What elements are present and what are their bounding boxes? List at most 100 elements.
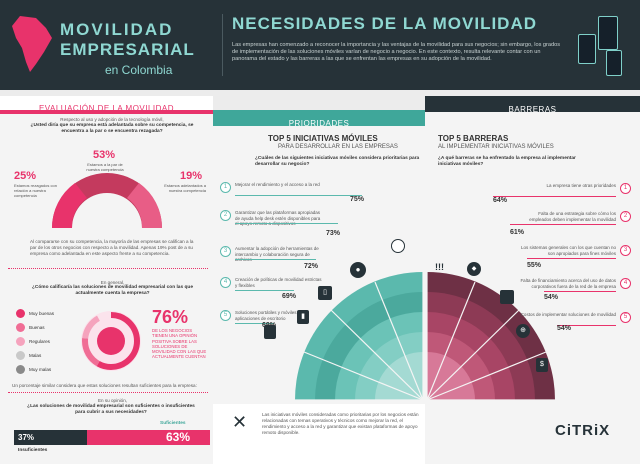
barrier-number: 2 bbox=[620, 211, 631, 222]
strategy-icon: ◆ bbox=[467, 262, 481, 276]
barrier-number: 5 bbox=[620, 312, 631, 323]
rating-donut-chart bbox=[81, 311, 141, 371]
barrier-text: Falta de financiamiento acerca del uso d… bbox=[520, 278, 616, 289]
barrier-number: 4 bbox=[620, 278, 631, 289]
eval-intro: Respecto al uso y adopción de la tecnolo… bbox=[60, 117, 164, 122]
prioridades-title: TOP 5 INICIATIVAS MÓVILES bbox=[268, 134, 378, 143]
rating-legend-label: Malas bbox=[29, 352, 42, 358]
priority-value: 72% bbox=[304, 263, 319, 270]
barreras-bar bbox=[425, 96, 640, 112]
south-america-map-icon bbox=[12, 16, 52, 72]
priority-value: 69% bbox=[282, 293, 297, 300]
barrier-text: Falta de una estrategia sobre cómo los e… bbox=[529, 211, 616, 222]
wifi-icon bbox=[391, 239, 405, 253]
barreras-question: ¿A qué barreras se ha enfrentado la empr… bbox=[438, 156, 576, 167]
prioridades-subtitle: PARA DESARROLLAR EN LAS EMPRESAS bbox=[278, 144, 398, 150]
warning-icon: !!! bbox=[435, 262, 444, 272]
rating-legend-swatch bbox=[16, 350, 25, 360]
competition-gauge bbox=[51, 173, 163, 228]
phone-icon bbox=[578, 34, 596, 64]
stat76-text: DE LOS NEGOCIOS TIENEN UNA OPINIÓN POSIT… bbox=[152, 328, 207, 360]
rating-legend-label: Muy buenas bbox=[29, 310, 55, 316]
eval-question: ¿Usted diría que su empresa está adelant… bbox=[30, 123, 194, 134]
page-title: NECESIDADES DE LA MOVILIDAD bbox=[232, 14, 538, 33]
tools-icon: ✕ bbox=[232, 412, 248, 432]
rating-legend-label: Buenas bbox=[29, 324, 45, 330]
evaluacion-bar-bg bbox=[0, 96, 213, 110]
priority-text: Aumentar la adopción de herramientas de … bbox=[235, 246, 319, 262]
insuf-label: Insuficientes bbox=[18, 448, 48, 453]
priority-leader-line bbox=[235, 259, 316, 260]
stat-left-value: 25% bbox=[14, 170, 37, 182]
barrier-leader-line bbox=[527, 258, 616, 259]
stat-right-value: 19% bbox=[180, 170, 203, 182]
prioridades-bar bbox=[213, 110, 425, 126]
barreras-subtitle: AL IMPLEMENTAR INICIATIVAS MÓVILES bbox=[438, 144, 554, 150]
rating-legend-label: Muy malas bbox=[29, 366, 52, 372]
suf-value: 63% bbox=[166, 430, 191, 444]
cost-icon: $ bbox=[536, 358, 548, 372]
stat-mid-label: Estamos a la par de nuestra competencia bbox=[86, 162, 124, 172]
eval-footer-note: Un porcentaje similar considera que esta… bbox=[12, 383, 197, 388]
stat-left-label: Estamos rezagados con relación a nuestra… bbox=[14, 183, 57, 198]
prioridades-question: ¿Cuáles de las siguientes iniciativas mó… bbox=[255, 156, 420, 167]
q3-question: ¿Las soluciones de movilidad empresarial… bbox=[27, 404, 195, 415]
brand-line-1: MOVILIDAD bbox=[60, 20, 174, 39]
stat-right-label: Estamos adelantados a nuestra competenci… bbox=[164, 183, 206, 193]
lock-phone-icon: ▮ bbox=[297, 310, 309, 324]
prioridades-label: PRIORIDADES bbox=[288, 119, 350, 128]
evaluacion-label: EVALUACIÓN DE LA MOVILIDAD bbox=[38, 104, 175, 113]
priority-text: Mejorar el rendimiento y el acceso a la … bbox=[235, 182, 320, 187]
network-icon: ⊕ bbox=[516, 324, 530, 338]
priority-leader-line bbox=[235, 323, 274, 324]
rating-legend-swatch bbox=[16, 364, 25, 374]
phone-icon bbox=[606, 50, 622, 76]
stat76-value: 76% bbox=[152, 307, 189, 327]
priority-leader-line bbox=[235, 290, 294, 291]
mobile-devices-icon: ▯ bbox=[318, 286, 332, 300]
evaluacion-underline bbox=[0, 110, 213, 114]
rating-legend-swatch bbox=[16, 322, 25, 332]
stat-mid-value: 53% bbox=[93, 149, 116, 161]
priority-leader-line bbox=[235, 223, 338, 224]
header-banner: MOVILIDAD EMPRESARIAL en Colombia NECESI… bbox=[0, 0, 640, 90]
insuf-value: 37% bbox=[18, 433, 35, 442]
barreras-label: BARRERAS bbox=[508, 105, 557, 114]
suf-label: Suficientes bbox=[160, 421, 186, 426]
priority-number: 2 bbox=[220, 210, 231, 221]
priority-number: 5 bbox=[220, 310, 231, 321]
rating-legend-swatch bbox=[16, 336, 25, 346]
q3-intro: En su opinión, bbox=[97, 398, 128, 403]
barreras-heading: BARRERAS bbox=[425, 99, 640, 117]
rating-legend-item: Muy buenas bbox=[16, 306, 76, 320]
phone-icon bbox=[598, 16, 618, 50]
dotted-divider bbox=[8, 392, 208, 393]
priority-leader-line bbox=[235, 195, 362, 196]
barrier-leader-line bbox=[510, 224, 616, 225]
prioridades-fan-chart bbox=[294, 272, 424, 401]
evaluacion-panel bbox=[0, 114, 213, 464]
eval-compare-text: Al compararse con su competencia, la may… bbox=[30, 239, 194, 256]
rating-legend-item: Malas bbox=[16, 348, 76, 362]
barrier-value: 54% bbox=[544, 294, 559, 301]
insuf-bar bbox=[14, 430, 87, 445]
priority-text: Soluciones portátiles y móviles para apl… bbox=[235, 310, 307, 321]
rating-legend-item: Muy malas bbox=[16, 362, 76, 376]
system-icon bbox=[500, 290, 514, 304]
barreras-fan-chart bbox=[426, 272, 555, 401]
barrier-number: 1 bbox=[620, 183, 631, 194]
q2-intro: En general, bbox=[100, 280, 125, 285]
header-divider bbox=[222, 14, 223, 76]
header-intro-text: Las empresas han comenzado a reconocer l… bbox=[232, 42, 561, 62]
q2-question: ¿Cómo calificaría las soluciones de movi… bbox=[31, 285, 194, 296]
rating-legend-swatch bbox=[16, 308, 25, 318]
barrier-text: Costos de implementar soluciones de movi… bbox=[520, 312, 616, 317]
evaluacion-heading: EVALUACIÓN DE LA MOVILIDAD bbox=[0, 98, 213, 116]
prioridades-heading: PRIORIDADES bbox=[213, 113, 425, 131]
dotted-divider bbox=[8, 268, 208, 269]
brand-line-2: EMPRESARIAL bbox=[60, 40, 195, 59]
barrier-text: Los sistemas generales con los que cuent… bbox=[520, 245, 616, 256]
prioridades-footer: Las iniciativas móviles consideradas com… bbox=[262, 412, 419, 435]
barreras-title: TOP 5 BARRERAS bbox=[438, 134, 509, 143]
tablet-icon bbox=[264, 325, 276, 339]
